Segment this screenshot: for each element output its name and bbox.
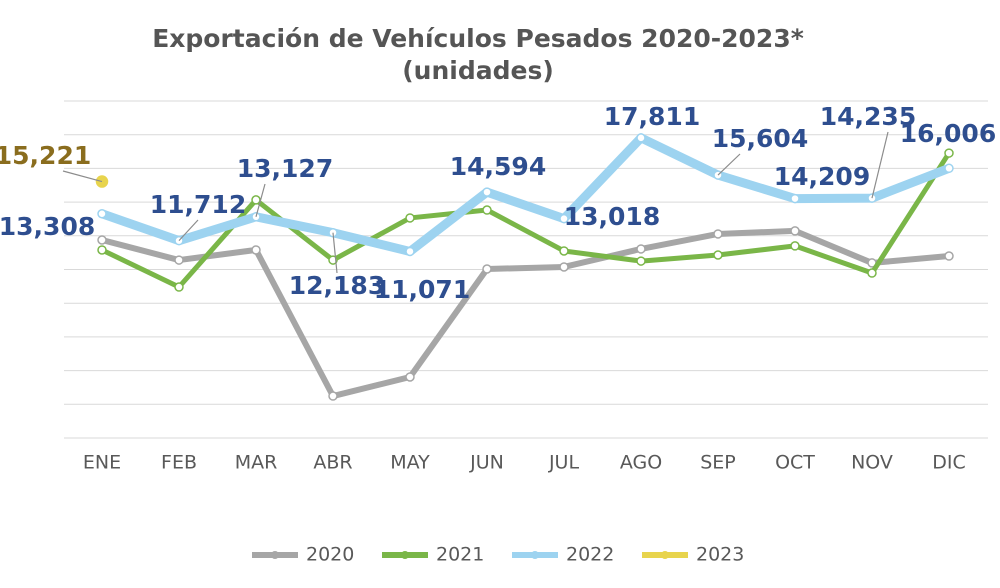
legend-label: 2022 [566, 544, 614, 566]
data-label: 11,712 [150, 190, 246, 219]
legend-label: 2021 [436, 544, 484, 566]
point [559, 213, 569, 224]
x-tick-label: ABR [313, 452, 352, 474]
x-tick-label: MAY [390, 452, 430, 474]
data-label: 11,071 [374, 275, 470, 304]
point [944, 163, 954, 174]
point [251, 245, 261, 255]
leader-line [871, 131, 889, 199]
data-label: 15,604 [712, 124, 808, 153]
point [559, 262, 569, 272]
data-label: 14,594 [450, 152, 546, 181]
data-label: 14,235 [820, 102, 916, 131]
point [174, 255, 184, 265]
data-label: 12,183 [289, 271, 385, 300]
x-tick-label: MAR [235, 452, 278, 474]
data-label: 13,127 [237, 154, 333, 183]
legend-label: 2020 [306, 544, 354, 566]
point [405, 213, 415, 223]
legend-marker [401, 551, 409, 559]
data-label: 13,308 [0, 212, 95, 241]
x-tick-label: SEP [700, 452, 736, 474]
data-label: 16,006 [900, 119, 996, 148]
x-tick-label: JUN [469, 452, 504, 474]
x-tick-label: OCT [775, 452, 815, 474]
point [405, 372, 415, 382]
point [482, 187, 492, 197]
x-tick-label: NOV [851, 452, 893, 474]
point [636, 133, 646, 143]
legend-marker [271, 551, 279, 559]
leader-line [332, 232, 338, 274]
point [405, 246, 415, 257]
point [328, 391, 338, 401]
point [790, 226, 800, 236]
point [790, 193, 800, 204]
point [482, 205, 492, 215]
leader-line [62, 170, 103, 183]
legend-marker [661, 551, 669, 559]
point [559, 246, 569, 256]
point [97, 235, 107, 245]
x-tick-label: AGO [620, 452, 662, 474]
point [636, 244, 646, 254]
legend-marker [531, 551, 539, 559]
point [867, 268, 877, 278]
leader-line [717, 153, 741, 176]
data-label: 13,018 [564, 202, 660, 231]
leader-line [255, 183, 266, 217]
leader-line [178, 219, 199, 242]
x-tick-label: JUL [548, 452, 580, 474]
chart-subtitle: (unidades) [402, 56, 554, 85]
point [482, 264, 492, 274]
data-label: 14,209 [774, 162, 870, 191]
point [790, 241, 800, 251]
point [251, 195, 261, 205]
data-label: 15,221 [0, 141, 91, 170]
point [97, 245, 107, 255]
series-line [100, 133, 951, 256]
x-tick-label: FEB [161, 452, 197, 474]
chart-title: Exportación de Vehículos Pesados 2020-20… [152, 24, 804, 53]
x-tick-label: DIC [932, 452, 966, 474]
point [174, 282, 184, 292]
point [713, 229, 723, 239]
series-line [101, 227, 950, 400]
point [713, 250, 723, 260]
point [97, 209, 107, 219]
point [944, 251, 954, 261]
legend-label: 2023 [696, 544, 744, 566]
point [944, 148, 954, 158]
point [636, 256, 646, 266]
x-tick-label: ENE [83, 452, 121, 474]
data-label: 17,811 [604, 102, 700, 131]
series-line [100, 151, 952, 290]
